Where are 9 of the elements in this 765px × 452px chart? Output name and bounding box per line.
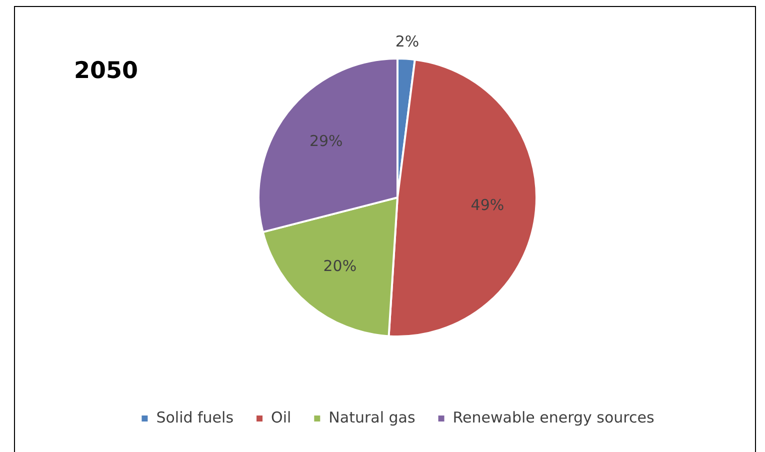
- data-label: 20%: [323, 257, 357, 276]
- data-label: 2%: [395, 32, 420, 51]
- legend-label: Natural gas: [328, 408, 416, 426]
- legend-label: Renewable energy sources: [452, 408, 654, 426]
- data-label: 49%: [470, 196, 504, 214]
- text: 2050: [74, 58, 138, 84]
- legend-label: Oil: [271, 408, 292, 426]
- legend-label: Solid fuels: [156, 408, 234, 426]
- data-label: 29%: [309, 132, 343, 150]
